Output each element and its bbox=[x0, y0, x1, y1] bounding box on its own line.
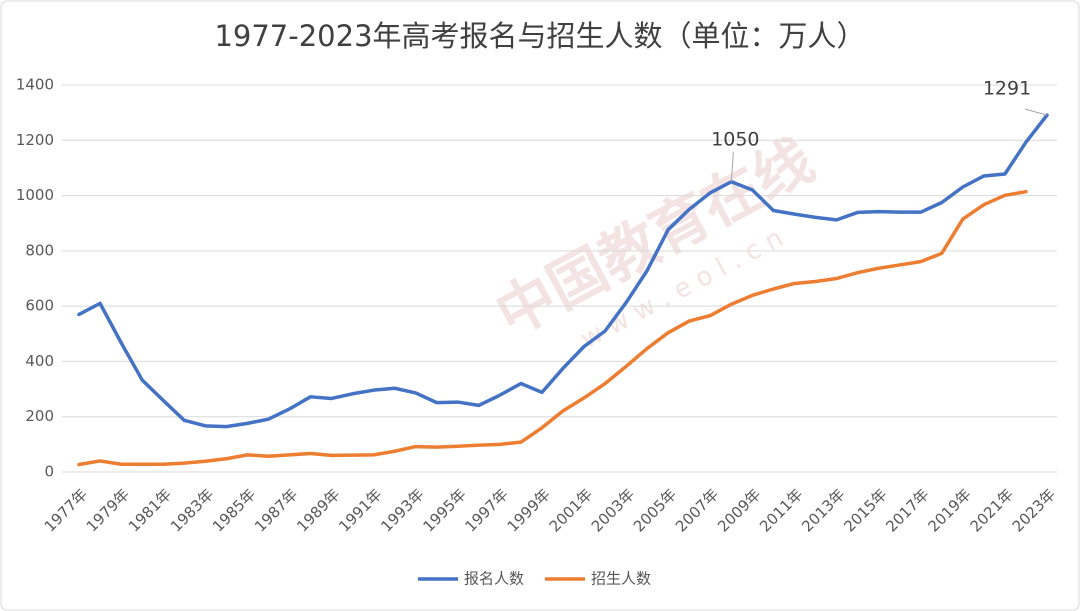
y-tick-label: 800 bbox=[25, 241, 54, 259]
y-tick-label: 600 bbox=[25, 297, 54, 315]
data-label: 1050 bbox=[711, 128, 759, 150]
chart-title: 1977-2023年高考报名与招生人数（单位：万人） bbox=[214, 19, 865, 53]
legend-label: 招生人数 bbox=[591, 570, 651, 588]
series-line bbox=[77, 113, 1049, 429]
y-tick-label: 400 bbox=[25, 352, 54, 370]
y-tick-label: 0 bbox=[44, 463, 54, 481]
label-leader bbox=[730, 151, 734, 182]
y-tick-label: 1400 bbox=[16, 76, 54, 94]
legend-label: 报名人数 bbox=[464, 570, 524, 588]
y-tick-label: 1000 bbox=[16, 186, 54, 204]
data-label: 1291 bbox=[983, 78, 1031, 100]
y-tick-label: 200 bbox=[25, 407, 54, 425]
series-line bbox=[77, 189, 1028, 467]
y-tick-label: 1200 bbox=[16, 131, 54, 149]
label-leader bbox=[1024, 108, 1048, 116]
